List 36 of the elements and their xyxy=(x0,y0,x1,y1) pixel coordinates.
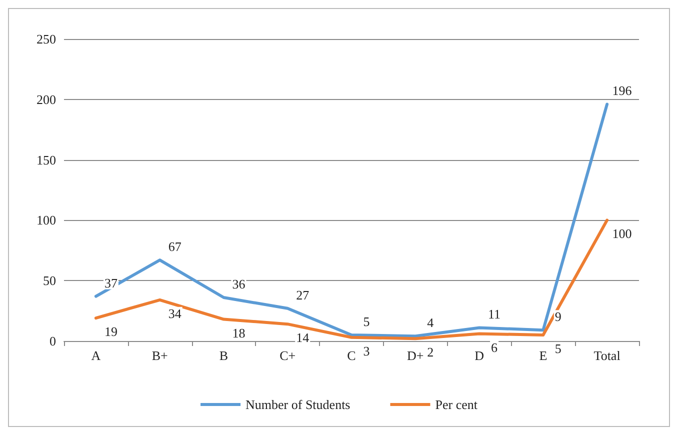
data-label: 19 xyxy=(104,324,118,340)
data-label: 196 xyxy=(612,83,632,98)
x-tick-label: C xyxy=(347,348,356,363)
data-label: 4 xyxy=(427,315,434,330)
data-label: 9 xyxy=(554,309,562,324)
y-tick-label: 200 xyxy=(36,92,56,107)
data-label: 100 xyxy=(612,226,632,242)
x-tick-label: C+ xyxy=(280,348,296,363)
data-label: 3 xyxy=(363,343,370,358)
legend-label: Number of Students xyxy=(246,397,350,412)
data-label: 5 xyxy=(363,314,370,329)
line-series xyxy=(94,218,609,340)
legend-label: Per cent xyxy=(435,397,478,412)
data-label: 6 xyxy=(491,340,498,355)
data-label: 36 xyxy=(232,276,246,292)
y-tick-label: 250 xyxy=(36,32,56,46)
y-tick-label: 100 xyxy=(36,212,56,228)
data-label: 14 xyxy=(296,330,310,346)
data-label: 27 xyxy=(296,287,310,302)
x-tick-label: D+ xyxy=(407,348,424,363)
data-label: 5 xyxy=(554,340,562,356)
x-tick-label: A xyxy=(91,348,102,363)
y-tick-label: 50 xyxy=(43,273,56,288)
x-tick-label: D xyxy=(474,348,484,363)
y-tick-label: 150 xyxy=(36,152,56,168)
x-tick-label: B xyxy=(219,348,228,363)
data-label: 37 xyxy=(104,275,118,290)
x-tick-label: Total xyxy=(594,348,621,363)
data-label: 18 xyxy=(232,325,246,340)
x-tick-label: B+ xyxy=(152,348,168,363)
data-label: 67 xyxy=(168,239,182,254)
y-tick-label: 0 xyxy=(50,334,56,348)
data-label: 11 xyxy=(488,306,501,322)
data-label: 34 xyxy=(168,306,182,321)
x-tick-label: E xyxy=(539,348,548,363)
data-label: 2 xyxy=(427,344,434,360)
